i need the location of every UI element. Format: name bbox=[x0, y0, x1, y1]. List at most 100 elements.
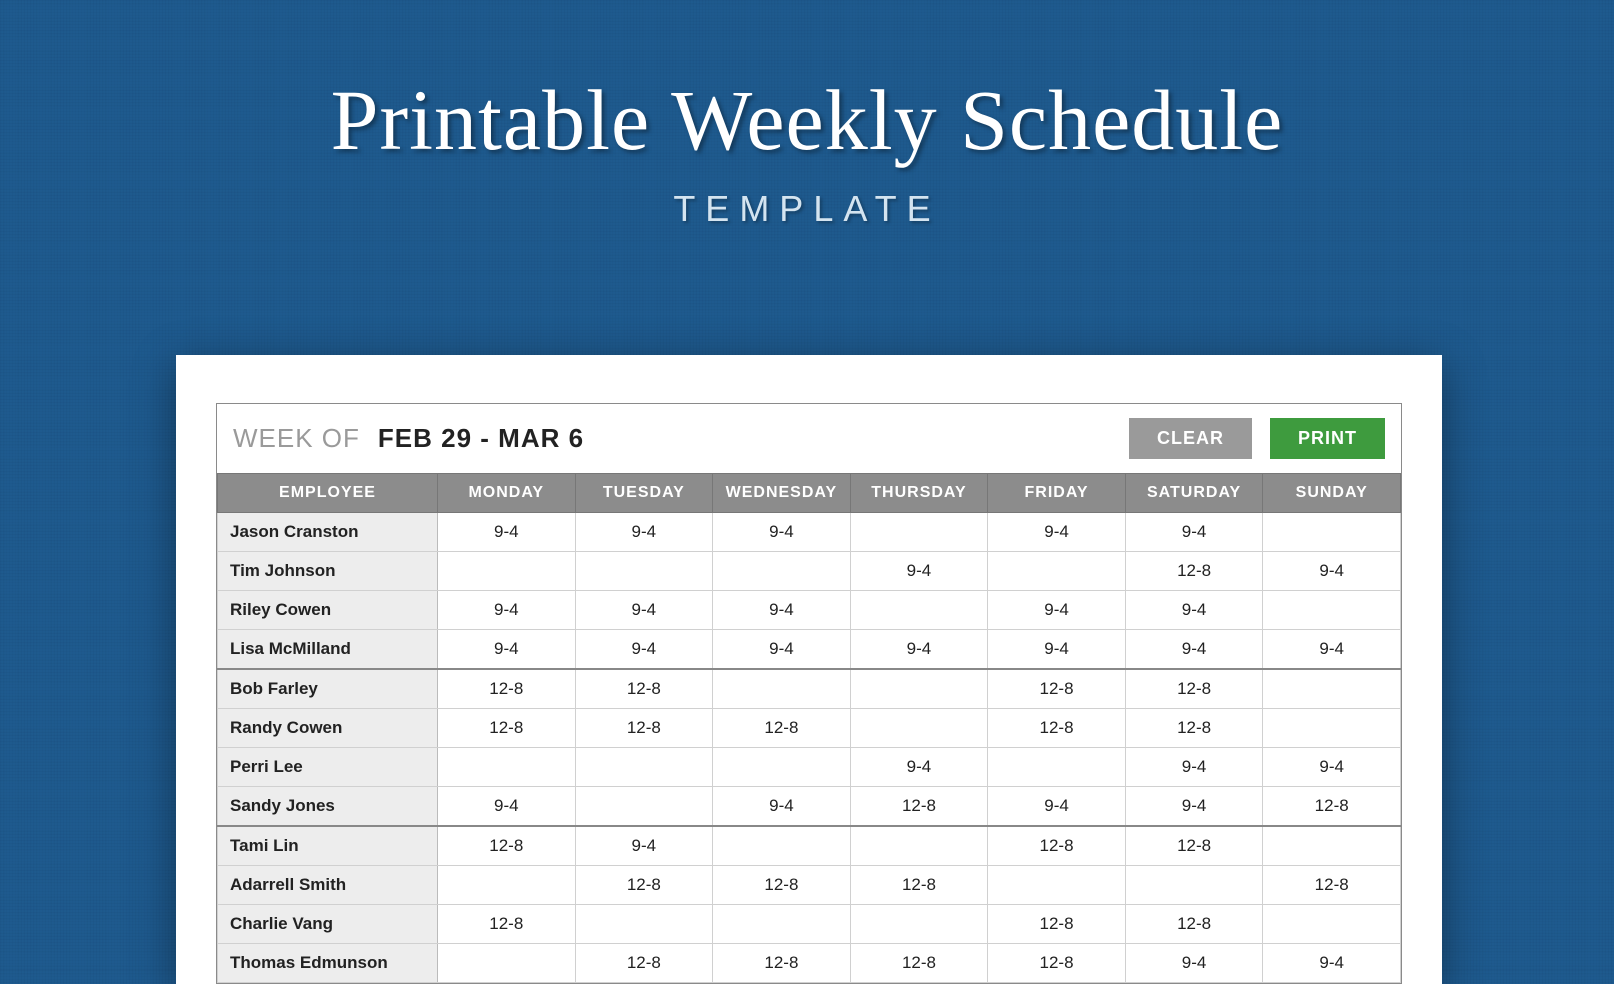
shift-cell bbox=[850, 669, 988, 709]
shift-cell: 9-4 bbox=[1263, 748, 1401, 787]
shift-cell: 12-8 bbox=[850, 787, 988, 827]
table-row: Randy Cowen12-812-812-812-812-8 bbox=[218, 709, 1401, 748]
table-row: Tami Lin12-89-412-812-8 bbox=[218, 826, 1401, 866]
shift-cell: 9-4 bbox=[713, 591, 851, 630]
shift-cell: 9-4 bbox=[575, 513, 713, 552]
shift-cell: 12-8 bbox=[1125, 669, 1263, 709]
shift-cell: 12-8 bbox=[575, 669, 713, 709]
shift-cell: 9-4 bbox=[438, 591, 576, 630]
clear-button[interactable]: CLEAR bbox=[1129, 418, 1252, 459]
shift-cell: 12-8 bbox=[988, 826, 1126, 866]
shift-cell: 9-4 bbox=[713, 630, 851, 670]
table-row: Adarrell Smith12-812-812-812-8 bbox=[218, 866, 1401, 905]
header-row: EMPLOYEEMONDAYTUESDAYWEDNESDAYTHURSDAYFR… bbox=[218, 474, 1401, 513]
table-row: Tim Johnson9-412-89-4 bbox=[218, 552, 1401, 591]
employee-cell: Lisa McMilland bbox=[218, 630, 438, 670]
shift-cell: 12-8 bbox=[988, 709, 1126, 748]
column-header: EMPLOYEE bbox=[218, 474, 438, 513]
shift-cell bbox=[1263, 513, 1401, 552]
shift-cell bbox=[713, 748, 851, 787]
shift-cell bbox=[713, 826, 851, 866]
shift-cell bbox=[438, 748, 576, 787]
hero-title-block: Printable Weekly Schedule TEMPLATE bbox=[0, 0, 1614, 230]
table-row: Bob Farley12-812-812-812-8 bbox=[218, 669, 1401, 709]
employee-cell: Charlie Vang bbox=[218, 905, 438, 944]
employee-cell: Randy Cowen bbox=[218, 709, 438, 748]
shift-cell: 12-8 bbox=[850, 866, 988, 905]
table-header: EMPLOYEEMONDAYTUESDAYWEDNESDAYTHURSDAYFR… bbox=[218, 474, 1401, 513]
employee-cell: Adarrell Smith bbox=[218, 866, 438, 905]
sheet-inner: WEEK OF FEB 29 - MAR 6 CLEAR PRINT EMPLO… bbox=[216, 403, 1402, 984]
shift-cell: 12-8 bbox=[575, 866, 713, 905]
employee-cell: Tami Lin bbox=[218, 826, 438, 866]
shift-cell: 12-8 bbox=[438, 905, 576, 944]
shift-cell: 9-4 bbox=[850, 552, 988, 591]
topbar: WEEK OF FEB 29 - MAR 6 CLEAR PRINT bbox=[217, 404, 1401, 473]
shift-cell: 12-8 bbox=[438, 669, 576, 709]
shift-cell: 9-4 bbox=[713, 513, 851, 552]
employee-cell: Sandy Jones bbox=[218, 787, 438, 827]
shift-cell: 9-4 bbox=[1125, 748, 1263, 787]
schedule-table: EMPLOYEEMONDAYTUESDAYWEDNESDAYTHURSDAYFR… bbox=[217, 473, 1401, 983]
shift-cell: 9-4 bbox=[1263, 552, 1401, 591]
hero-title: Printable Weekly Schedule bbox=[0, 70, 1614, 170]
shift-cell bbox=[575, 905, 713, 944]
shift-cell bbox=[988, 866, 1126, 905]
table-row: Charlie Vang12-812-812-8 bbox=[218, 905, 1401, 944]
shift-cell bbox=[850, 905, 988, 944]
shift-cell: 12-8 bbox=[988, 669, 1126, 709]
shift-cell: 12-8 bbox=[713, 944, 851, 983]
shift-cell: 12-8 bbox=[438, 826, 576, 866]
table-row: Sandy Jones9-49-412-89-49-412-8 bbox=[218, 787, 1401, 827]
table-row: Perri Lee9-49-49-4 bbox=[218, 748, 1401, 787]
shift-cell: 12-8 bbox=[988, 944, 1126, 983]
shift-cell: 9-4 bbox=[438, 787, 576, 827]
shift-cell bbox=[1263, 905, 1401, 944]
employee-cell: Jason Cranston bbox=[218, 513, 438, 552]
shift-cell bbox=[575, 748, 713, 787]
shift-cell: 12-8 bbox=[575, 944, 713, 983]
table-row: Jason Cranston9-49-49-49-49-4 bbox=[218, 513, 1401, 552]
column-header: MONDAY bbox=[438, 474, 576, 513]
shift-cell bbox=[850, 709, 988, 748]
shift-cell: 9-4 bbox=[988, 513, 1126, 552]
shift-cell bbox=[713, 905, 851, 944]
table-row: Thomas Edmunson12-812-812-812-89-49-4 bbox=[218, 944, 1401, 983]
shift-cell: 9-4 bbox=[713, 787, 851, 827]
employee-cell: Riley Cowen bbox=[218, 591, 438, 630]
table-row: Lisa McMilland9-49-49-49-49-49-49-4 bbox=[218, 630, 1401, 670]
column-header: THURSDAY bbox=[850, 474, 988, 513]
shift-cell bbox=[438, 944, 576, 983]
shift-cell bbox=[1263, 591, 1401, 630]
shift-cell: 12-8 bbox=[1263, 787, 1401, 827]
shift-cell bbox=[1263, 709, 1401, 748]
shift-cell bbox=[1263, 826, 1401, 866]
print-button[interactable]: PRINT bbox=[1270, 418, 1385, 459]
shift-cell bbox=[850, 826, 988, 866]
shift-cell: 12-8 bbox=[713, 709, 851, 748]
column-header: SATURDAY bbox=[1125, 474, 1263, 513]
shift-cell: 9-4 bbox=[575, 630, 713, 670]
shift-cell bbox=[575, 552, 713, 591]
shift-cell: 9-4 bbox=[988, 787, 1126, 827]
hero-subtitle: TEMPLATE bbox=[0, 188, 1614, 230]
shift-cell bbox=[988, 552, 1126, 591]
schedule-sheet: WEEK OF FEB 29 - MAR 6 CLEAR PRINT EMPLO… bbox=[176, 355, 1442, 984]
shift-cell bbox=[988, 748, 1126, 787]
column-header: WEDNESDAY bbox=[713, 474, 851, 513]
shift-cell: 9-4 bbox=[850, 748, 988, 787]
shift-cell bbox=[575, 787, 713, 827]
employee-cell: Perri Lee bbox=[218, 748, 438, 787]
column-header: FRIDAY bbox=[988, 474, 1126, 513]
shift-cell: 9-4 bbox=[1263, 630, 1401, 670]
shift-cell bbox=[850, 591, 988, 630]
table-row: Riley Cowen9-49-49-49-49-4 bbox=[218, 591, 1401, 630]
shift-cell: 9-4 bbox=[1125, 591, 1263, 630]
column-header: SUNDAY bbox=[1263, 474, 1401, 513]
shift-cell bbox=[850, 513, 988, 552]
column-header: TUESDAY bbox=[575, 474, 713, 513]
shift-cell: 12-8 bbox=[1125, 826, 1263, 866]
week-of-value: FEB 29 - MAR 6 bbox=[378, 423, 1111, 454]
shift-cell bbox=[713, 669, 851, 709]
shift-cell: 12-8 bbox=[1263, 866, 1401, 905]
